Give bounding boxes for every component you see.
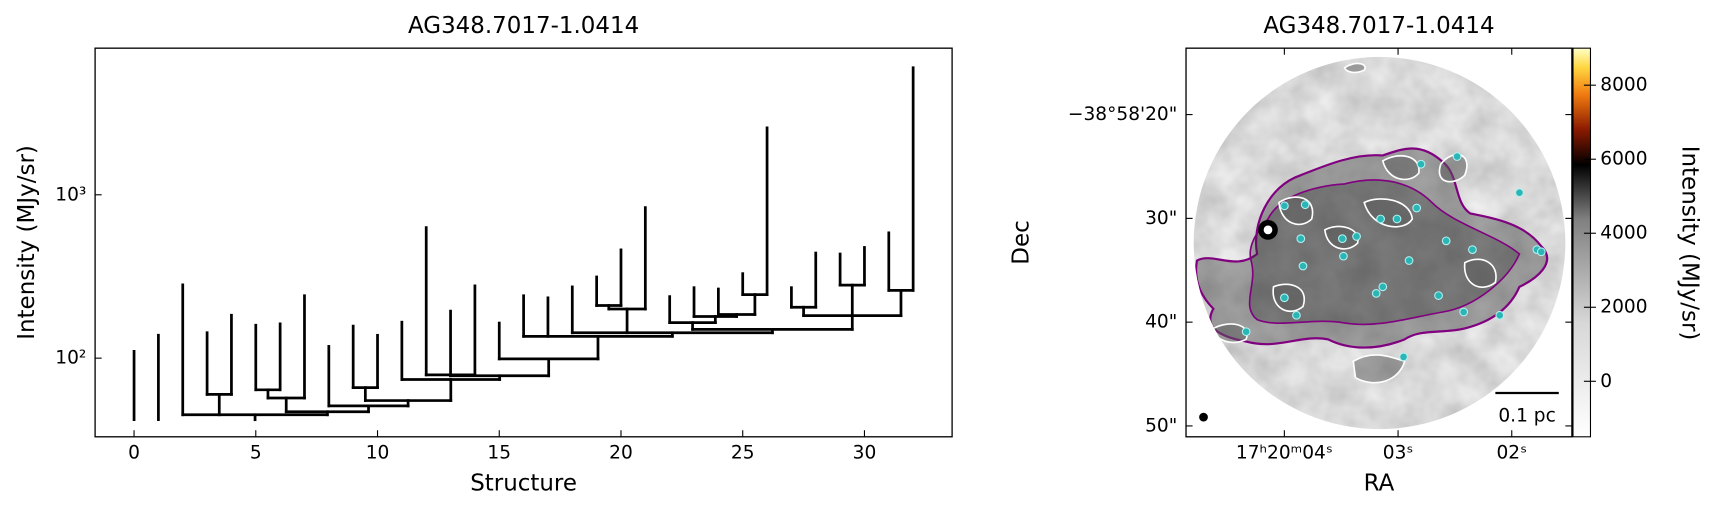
chart-title: AG348.7017-1.0414 [408, 13, 639, 39]
y-tick-label: 30" [1145, 208, 1177, 229]
y-axis-label: Intensity (MJy/sr) [14, 145, 40, 340]
colorbar-label: Intensity (MJy/sr) [1676, 146, 1702, 341]
y-tick-label: 40" [1145, 312, 1177, 333]
sky-image: 0.1 pc [1193, 56, 1566, 430]
x-axis-label: RA [1364, 470, 1395, 496]
y-axis-label: Dec [1009, 220, 1035, 264]
peak-markers [1241, 152, 1546, 362]
colorbar [1572, 47, 1592, 438]
scale-bar-label: 0.1 pc [1498, 405, 1555, 426]
contours [1195, 62, 1549, 384]
x-tick-label: 15 [487, 443, 511, 464]
x-tick-label: 03ˢ [1383, 443, 1414, 464]
y-tick-label: 10² [55, 348, 86, 369]
x-tick-label: 5 [250, 443, 262, 464]
plot-frame [94, 47, 953, 438]
y-tick-label: 50" [1145, 415, 1177, 436]
bright-source-core [1263, 225, 1273, 235]
x-tick-label: 25 [731, 443, 755, 464]
x-tick-label: 30 [853, 443, 877, 464]
x-tick-label: 20 [609, 443, 633, 464]
y-tick-label: 10³ [55, 184, 86, 205]
x-tick-label: 0 [128, 443, 140, 464]
y-tick-label: −38°58'20" [1068, 104, 1177, 125]
colorbar-tick-label: 8000 [1600, 75, 1647, 96]
x-tick-label: 10 [366, 443, 390, 464]
colorbar-tick-label: 4000 [1600, 223, 1647, 244]
white-contours [1212, 62, 1497, 384]
colorbar-tick-label: 6000 [1600, 149, 1647, 170]
plot-frame [1185, 47, 1573, 438]
beam [1199, 412, 1208, 422]
x-tick-label: 02ˢ [1496, 443, 1527, 464]
chart-title: AG348.7017-1.0414 [1263, 13, 1494, 39]
x-tick-label: 17ʰ20ᵐ04ˢ [1236, 443, 1333, 464]
purple-contour [1248, 179, 1521, 326]
x-axis-label: Structure [470, 470, 577, 496]
colorbar-tick-label: 2000 [1600, 297, 1647, 318]
colorbar-tick-label: 0 [1600, 371, 1612, 392]
